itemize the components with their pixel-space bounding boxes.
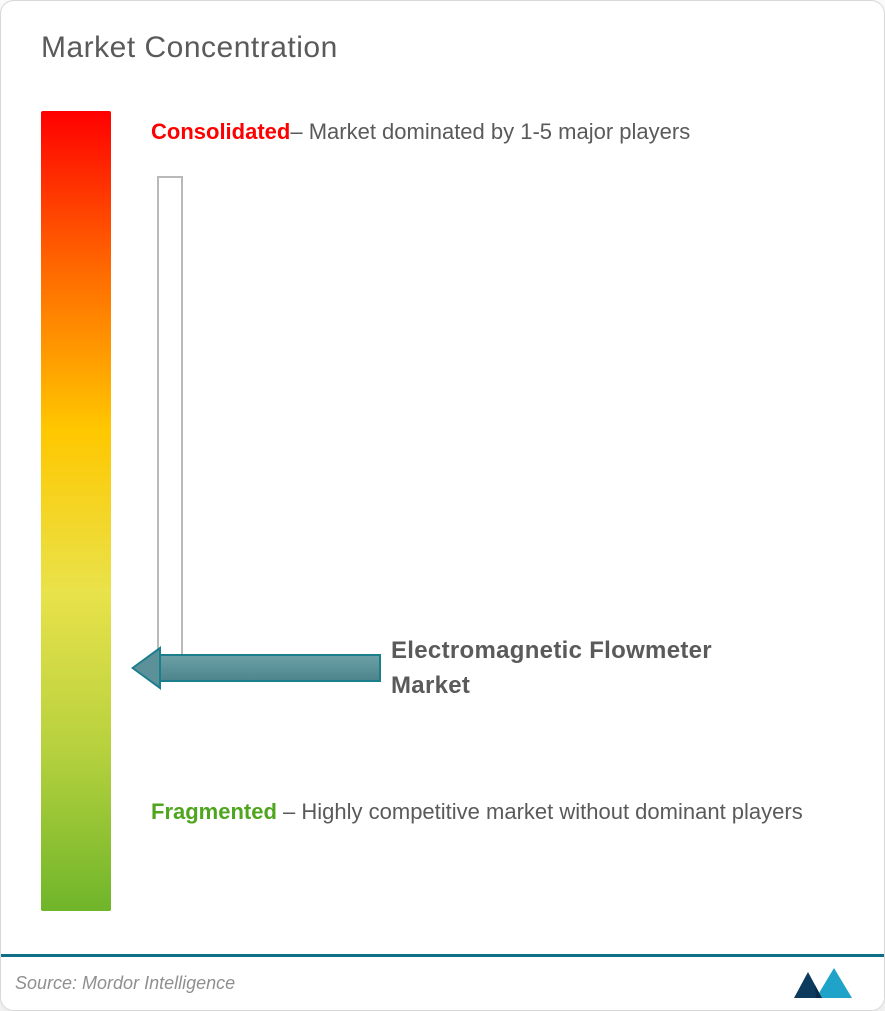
source-prefix: Source: (15, 973, 82, 993)
footer: Source: Mordor Intelligence (1, 954, 884, 1010)
bracket-lines (151, 176, 191, 661)
arrow-body (159, 654, 381, 682)
brand-logo-icon (792, 964, 862, 1004)
marker-label-line1: Electromagnetic Flowmeter (391, 637, 712, 664)
marker-label-line2: Market (391, 672, 470, 699)
marker-label: Electromagnetic Flowmeter Market (391, 634, 712, 704)
source-name: Mordor Intelligence (82, 973, 235, 993)
infographic-card: Market Concentration Consolidated– Marke… (0, 0, 885, 1011)
content-area: Consolidated– Market dominated by 1-5 ma… (151, 106, 844, 916)
marker-arrow (131, 646, 381, 690)
bracket-v1 (157, 176, 159, 661)
consolidated-rest: – Market dominated by 1-5 major players (290, 119, 690, 144)
fragmented-rest: – Highly competitive market without domi… (277, 799, 803, 824)
arrow-head-icon (131, 646, 161, 690)
source-text: Source: Mordor Intelligence (15, 973, 235, 994)
consolidated-key: Consolidated (151, 119, 290, 144)
consolidated-text: Consolidated– Market dominated by 1-5 ma… (151, 106, 844, 159)
page-title: Market Concentration (41, 31, 338, 65)
fragmented-text: Fragmented – Highly competitive market w… (151, 786, 844, 839)
bracket-top (157, 176, 183, 178)
fragmented-key: Fragmented (151, 799, 277, 824)
bracket-v2 (181, 176, 183, 661)
concentration-gradient-bar (41, 111, 111, 911)
